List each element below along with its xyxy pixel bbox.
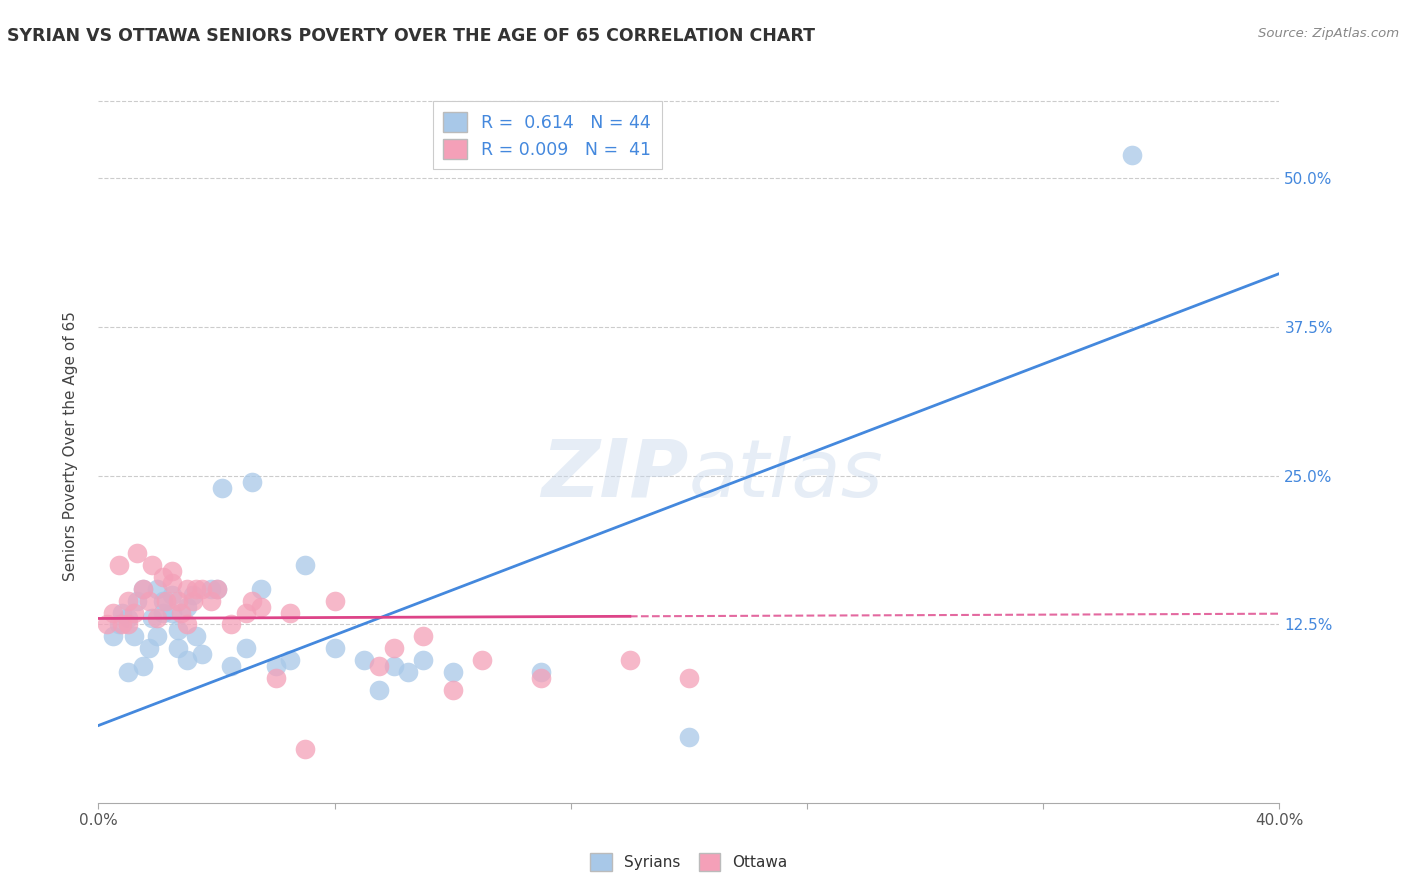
Text: ZIP: ZIP	[541, 435, 689, 514]
Point	[323, 593, 346, 607]
Point	[96, 617, 118, 632]
Point	[108, 617, 131, 632]
Point	[412, 653, 434, 667]
Point	[191, 582, 214, 596]
Point	[167, 593, 190, 607]
Point	[191, 647, 214, 661]
Point	[152, 606, 174, 620]
Point	[167, 624, 190, 638]
Point	[111, 617, 134, 632]
Point	[280, 653, 302, 667]
Point	[678, 671, 700, 685]
Point	[184, 629, 207, 643]
Point	[117, 665, 139, 679]
Point	[264, 659, 287, 673]
Point	[530, 671, 553, 685]
Point	[353, 653, 375, 667]
Point	[211, 481, 233, 495]
Point	[132, 582, 155, 596]
Point	[152, 593, 174, 607]
Point	[235, 641, 257, 656]
Point	[368, 659, 391, 673]
Point	[619, 653, 641, 667]
Point	[176, 582, 198, 596]
Point	[138, 641, 160, 656]
Point	[170, 606, 193, 620]
Point	[167, 641, 190, 656]
Point	[294, 742, 316, 756]
Point	[181, 593, 204, 607]
Point	[294, 558, 316, 572]
Point	[146, 611, 169, 625]
Point	[162, 606, 183, 620]
Point	[221, 617, 243, 632]
Point	[111, 606, 134, 620]
Point	[176, 617, 198, 632]
Point	[382, 659, 405, 673]
Point	[146, 582, 169, 596]
Point	[162, 575, 183, 590]
Point	[141, 558, 163, 572]
Point	[530, 665, 553, 679]
Point	[240, 593, 263, 607]
Point	[323, 641, 346, 656]
Legend: Syrians, Ottawa: Syrians, Ottawa	[585, 847, 793, 877]
Point	[678, 731, 700, 745]
Point	[155, 593, 177, 607]
Point	[132, 582, 155, 596]
Point	[117, 593, 139, 607]
Point	[146, 629, 169, 643]
Y-axis label: Seniors Poverty Over the Age of 65: Seniors Poverty Over the Age of 65	[63, 311, 77, 581]
Point	[441, 665, 464, 679]
Point	[221, 659, 243, 673]
Point	[181, 588, 204, 602]
Point	[235, 606, 257, 620]
Point	[138, 593, 160, 607]
Text: atlas: atlas	[689, 435, 884, 514]
Point	[162, 588, 183, 602]
Point	[280, 606, 302, 620]
Point	[240, 475, 263, 489]
Point	[125, 546, 148, 560]
Point	[200, 593, 222, 607]
Point	[103, 629, 125, 643]
Point	[412, 629, 434, 643]
Point	[176, 599, 198, 614]
Point	[264, 671, 287, 685]
Point	[368, 682, 391, 697]
Point	[184, 582, 207, 596]
Point	[250, 599, 273, 614]
Point	[176, 653, 198, 667]
Point	[125, 593, 148, 607]
Point	[250, 582, 273, 596]
Point	[162, 564, 183, 578]
Point	[117, 617, 139, 632]
Point	[117, 611, 139, 625]
Point	[1121, 147, 1143, 161]
Point	[108, 558, 131, 572]
Point	[205, 582, 228, 596]
Point	[132, 659, 155, 673]
Point	[398, 665, 420, 679]
Text: Source: ZipAtlas.com: Source: ZipAtlas.com	[1258, 27, 1399, 40]
Point	[122, 606, 145, 620]
Point	[200, 582, 222, 596]
Point	[471, 653, 494, 667]
Point	[103, 606, 125, 620]
Point	[205, 582, 228, 596]
Point	[152, 570, 174, 584]
Point	[441, 682, 464, 697]
Point	[382, 641, 405, 656]
Point	[122, 629, 145, 643]
Point	[141, 611, 163, 625]
Text: SYRIAN VS OTTAWA SENIORS POVERTY OVER THE AGE OF 65 CORRELATION CHART: SYRIAN VS OTTAWA SENIORS POVERTY OVER TH…	[7, 27, 815, 45]
